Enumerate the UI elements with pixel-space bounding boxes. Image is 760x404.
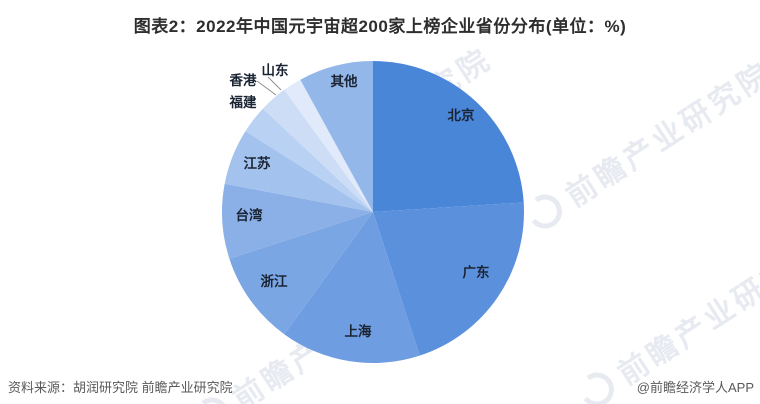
pie-slice-3 [229, 212, 373, 335]
pie-label-jiangsu: 江苏 [243, 156, 271, 171]
pie-slice-9 [300, 61, 373, 212]
pie-label-shanghai: 上海 [344, 324, 372, 339]
source-note: 资料来源：胡润研究院 前瞻产业研究院 [8, 380, 233, 395]
pie-slice-2 [284, 212, 420, 364]
leader-line-hongkong [256, 80, 277, 96]
pie-label-shandong: 山东 [261, 63, 289, 78]
pie-slice-8 [284, 79, 373, 212]
pie-label-hongkong: 香港 [229, 73, 257, 88]
pie-label-zhejiang: 浙江 [260, 274, 288, 289]
pie-slice-5 [224, 131, 373, 212]
pie-slice-0 [373, 61, 524, 212]
pie-label-fujian: 福建 [229, 95, 257, 110]
pie-slice-6 [245, 108, 373, 212]
pie-slice-1 [373, 202, 524, 356]
pie-slices [222, 61, 524, 364]
pie-label-beijing: 北京 [447, 108, 475, 123]
pie-label-taiwan: 台湾 [235, 208, 263, 223]
chart-title: 图表2：2022年中国元宇宙超200家上榜企业省份分布(单位：%) [133, 17, 627, 36]
leader-line-shandong [267, 76, 282, 91]
credit-badge: @前瞻经济学人APP [636, 380, 754, 395]
pie-slice-7 [262, 89, 373, 212]
pie-slice-4 [222, 183, 373, 259]
pie-label-other: 其他 [330, 74, 358, 89]
pie-label-guangdong: 广东 [462, 265, 490, 280]
